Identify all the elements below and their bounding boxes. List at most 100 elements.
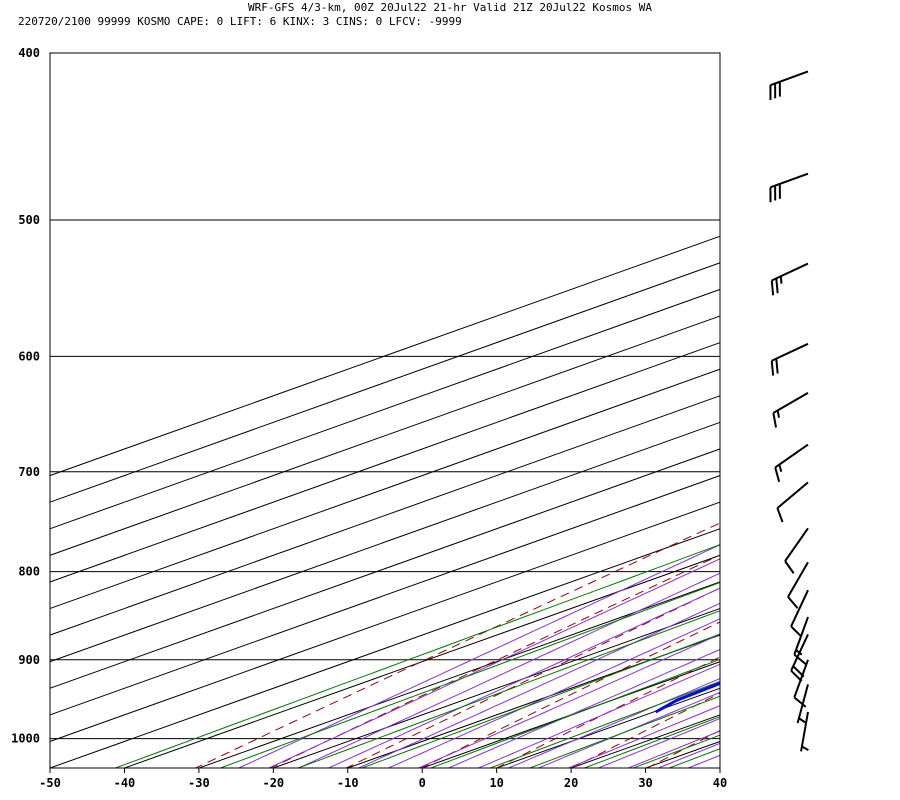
isotherm-line (50, 235, 720, 477)
pressure-tick-label: 400 (18, 46, 40, 60)
temperature-axis: -50 -40 -30 -20 -10 0 10 20 30 40 (39, 768, 727, 790)
wind-barb (774, 443, 809, 483)
wind-barb-staff (771, 262, 809, 282)
dry-adiabat-line (345, 587, 720, 768)
moist-adiabat-line (297, 572, 720, 768)
wind-barb (784, 527, 809, 574)
pressure-tick-label: 500 (18, 213, 40, 227)
mixing-ratio-line (219, 581, 720, 768)
wind-barb (800, 711, 809, 752)
wind-barb-feather (793, 653, 807, 665)
wind-barb-staff (771, 342, 809, 362)
wind-barb (787, 561, 809, 609)
pressure-axis: 400 500 600 700 800 900 1000 (11, 46, 40, 746)
moist-adiabat-line (477, 663, 720, 768)
dry-adiabat-line (194, 522, 720, 768)
mixing-ratio-line (296, 610, 720, 768)
temperature-tick-label: -20 (262, 776, 284, 790)
moist-adiabat-line (267, 558, 720, 768)
isotherm-line (50, 288, 720, 530)
pressure-tick-label: 800 (18, 565, 40, 579)
wind-barb-feather (776, 507, 784, 523)
wind-barb-feather (801, 745, 809, 752)
wind-barb-staff (793, 616, 809, 655)
moist-adiabat-line (237, 544, 720, 768)
wind-barb (769, 172, 809, 203)
wind-barb-feather (787, 596, 799, 609)
isotherm-line (50, 421, 720, 663)
wind-barb-staff (787, 561, 809, 598)
temperature-tick-label: -50 (39, 776, 61, 790)
isotherm-line (718, 767, 720, 768)
temperature-tick-label: -10 (337, 776, 359, 790)
pressure-tick-label: 1000 (11, 732, 40, 746)
dry-adiabat-line (646, 729, 720, 768)
wind-barb (776, 481, 809, 523)
temperature-tick-label: 0 (419, 776, 426, 790)
dry-adiabat-line (570, 692, 720, 768)
wind-barb-staff (790, 634, 809, 672)
moist-adiabat-line (327, 587, 720, 768)
wind-barb-staff (772, 392, 809, 414)
mixing-ratio-line (360, 633, 720, 768)
wind-barb-feather (790, 625, 803, 638)
dry-adiabat-line (420, 621, 720, 768)
chart-title: WRF-GFS 4/3-km, 00Z 20Jul22 21-hr Valid … (248, 1, 652, 14)
moist-adiabat-line (387, 618, 720, 768)
dewpoint-profile-line (654, 681, 720, 714)
mixing-ratio-line (429, 658, 720, 768)
wind-barb-feather (774, 467, 781, 483)
isotherm-line (50, 262, 720, 503)
wind-barb-feather (776, 410, 781, 418)
wind-barb-staff (793, 659, 809, 698)
wind-barb-feather (770, 280, 775, 296)
temperature-tick-label: -40 (114, 776, 136, 790)
wind-barb-staff (796, 684, 809, 724)
moist-adiabat-line (567, 705, 720, 768)
isotherm-line (644, 740, 720, 768)
isotherm-line (123, 554, 720, 768)
isotherm-line (569, 714, 720, 768)
moist-adiabat-line (447, 648, 720, 768)
wind-barb-staff (790, 589, 809, 627)
wind-barb (769, 70, 809, 101)
mixing-ratio-line (528, 695, 720, 768)
plot-frame (49, 52, 721, 769)
mixing-ratio-line (582, 716, 720, 768)
wind-barb-feather (772, 412, 778, 428)
pressure-tick-label: 600 (18, 349, 40, 363)
wind-barb-staff (774, 443, 809, 469)
isotherm-line (50, 528, 720, 768)
isotherm-line (50, 395, 720, 636)
wind-barb-column (769, 70, 809, 752)
wind-barb-feather (798, 717, 806, 724)
moist-adiabat-line (417, 633, 720, 768)
mixing-ratio-line (114, 544, 720, 768)
pressure-tick-label: 700 (18, 465, 40, 479)
moist-adiabat-line (357, 602, 720, 768)
isotherm-line (50, 448, 720, 689)
dry-adiabat-line (495, 656, 720, 768)
wind-barb-staff (776, 481, 809, 509)
wind-barb (772, 392, 809, 428)
dry-adiabat-line (860, 15, 900, 776)
wind-barb (790, 589, 809, 638)
mixing-ratio-line (632, 734, 720, 768)
wind-barb (770, 262, 809, 296)
wind-barb-staff (770, 70, 809, 87)
isotherm-line (50, 342, 720, 583)
mixing-ratio-line (667, 748, 720, 768)
profile-lines (654, 53, 900, 714)
wind-barb-feather (775, 278, 779, 294)
mixing-ratio-line (488, 680, 720, 768)
isotherm-line (50, 501, 720, 742)
wind-barb-staff (784, 527, 809, 562)
isotherm-line (50, 475, 720, 716)
isotherm-line (50, 368, 720, 610)
wind-barb-feather (778, 464, 783, 473)
temperature-tick-label: 20 (564, 776, 578, 790)
isotherm-line (50, 315, 720, 556)
wind-barb-staff (800, 711, 809, 752)
wind-barb-feather (793, 696, 807, 708)
temperature-profile-line (767, 53, 900, 714)
